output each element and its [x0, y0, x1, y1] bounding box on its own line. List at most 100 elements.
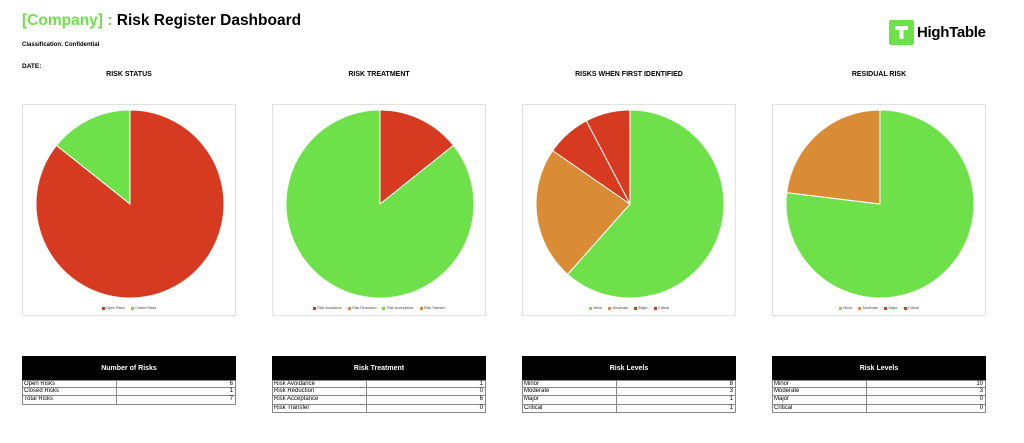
legend-swatch [838, 306, 842, 310]
table-cell-label: Risk Reduction [273, 388, 367, 396]
legend-swatch [608, 306, 612, 310]
table-row: Closed Risks 1 [22, 388, 236, 397]
table-row: Critical 0 [772, 404, 986, 413]
summary-table-risk-levels: Risk Levels Minor 10 Moderate 3 Major 0 Critica… [772, 356, 986, 413]
legend-swatch [130, 306, 134, 310]
table-row: Moderate 3 [522, 388, 736, 397]
legend-item-moderate: Moderate [858, 306, 878, 310]
pie-slice-critical [585, 109, 631, 205]
table-row: Major 1 [522, 396, 736, 405]
chart-legend: Minor Moderate Major Critical [773, 306, 985, 310]
pie-chart-risks-when-first-identified: Minor Moderate Major Critical [522, 104, 736, 316]
table-cell-value: 0 [979, 404, 983, 411]
pie-chart-residual-risk: Minor Moderate Major Critical [772, 104, 986, 316]
legend-label: Risk Avoidance [317, 306, 342, 310]
legend-label: Major [888, 306, 898, 310]
table-cell-label: Total Risks [23, 396, 117, 404]
legend-label: Moderate [862, 306, 879, 310]
legend-label: Risk Reduction [352, 306, 377, 310]
table-cell-value: 7 [229, 396, 233, 403]
chart-title: RESIDUAL RISK [851, 71, 907, 78]
table-header: Risk Levels [772, 356, 986, 380]
legend-item-major: Major [884, 306, 898, 310]
table-cell-label: Risk Avoidance [273, 381, 367, 388]
table-cell-value: 1 [729, 396, 733, 403]
legend-label: Open Risks [106, 306, 125, 310]
pie-svg [285, 109, 475, 299]
legend-item-risk-avoidance: Risk Avoidance [312, 306, 342, 310]
date-label: DATE: [22, 63, 42, 70]
legend-swatch [347, 306, 351, 310]
table-row: Minor 10 [772, 380, 986, 389]
pie-slice-minor [566, 109, 725, 299]
classification-label: Classification: Confidential [22, 42, 100, 48]
table-row: Risk Avoidance 1 [272, 380, 486, 389]
chart-legend: Risk Avoidance Risk Reduction Risk Accepta… [273, 306, 485, 310]
pie-slice-risk-acceptance [285, 109, 475, 299]
table-header: Risk Treatment [272, 356, 486, 380]
table-cell-value: 6 [229, 381, 233, 387]
table-cell-value: 10 [976, 381, 983, 387]
table-cell-label: Closed Risks [23, 388, 117, 396]
legend-label: Risk Transfer [424, 306, 446, 310]
pie-chart-risk-treatment: Risk Avoidance Risk Reduction Risk Accepta… [272, 104, 486, 316]
table-row: Critical 1 [522, 404, 736, 413]
pie-chart-risk-status: Open Risks Closed Risks [22, 104, 236, 316]
legend-item-risk-reduction: Risk Reduction [347, 306, 377, 310]
legend-swatch [858, 306, 862, 310]
chart-legend: Minor Moderate Major Critical [523, 306, 735, 310]
pie-slice-closed-risks [55, 109, 131, 206]
logo-icon [889, 20, 914, 45]
table-cell-label: Minor [773, 381, 867, 388]
legend-label: Critical [658, 306, 670, 310]
table-cell-value: 0 [479, 388, 483, 395]
legend-item-moderate: Moderate [608, 306, 628, 310]
legend-label: Major [638, 306, 648, 310]
legend-item-minor: Minor [588, 306, 602, 310]
table-cell-value: 1 [229, 388, 233, 395]
dashboard-title: Risk Register Dashboard [116, 12, 302, 29]
legend-swatch [382, 306, 386, 310]
table-row: Risk Acceptance 6 [272, 396, 486, 405]
table-cell-value: 3 [979, 388, 983, 395]
summary-table-number-of-risks: Number of Risks Open Risks 6 Closed Risks 1 T… [22, 356, 236, 405]
pie-slice-moderate [786, 109, 881, 205]
table-row: Risk Reduction 0 [272, 388, 486, 397]
table-cell-label: Risk Acceptance [273, 396, 367, 404]
table-cell-value: 1 [729, 404, 733, 411]
legend-item-risk-acceptance: Risk Acceptance [382, 306, 414, 310]
table-cell-label: Minor [523, 381, 617, 388]
table-row: Minor 8 [522, 380, 736, 389]
chart-title: RISK TREATMENT [348, 71, 410, 78]
pie-svg [35, 109, 225, 299]
legend-swatch [884, 306, 888, 310]
legend-label: Risk Acceptance [386, 306, 414, 310]
pie-slice-minor [785, 109, 975, 299]
page-title: [Company] : Risk Register Dashboard [22, 12, 301, 30]
legend-item-major: Major [634, 306, 648, 310]
legend-swatch [653, 306, 657, 310]
table-cell-label: Moderate [773, 388, 867, 396]
legend-label: Minor [843, 306, 853, 310]
table-row: Total Risks 7 [22, 396, 236, 405]
company-name: [Company] [22, 12, 103, 29]
chart-legend: Open Risks Closed Risks [23, 306, 235, 310]
table-cell-label: Critical [523, 404, 617, 412]
hightable-logo: HighTable [889, 20, 986, 45]
pie-slice-risk-avoidance [379, 109, 455, 206]
table-row: Moderate 3 [772, 388, 986, 397]
legend-swatch [312, 306, 316, 310]
legend-item-open-risks: Open Risks [101, 306, 125, 310]
pie-svg [535, 109, 725, 299]
table-row: Major 0 [772, 396, 986, 405]
chart-title: RISKS WHEN FIRST IDENTIFIED [575, 71, 683, 78]
pie-svg [785, 109, 975, 299]
table-cell-value: 0 [979, 396, 983, 403]
table-cell-label: Risk Transfer [273, 404, 367, 412]
legend-swatch [634, 306, 638, 310]
legend-swatch [419, 306, 423, 310]
legend-swatch [903, 306, 907, 310]
summary-table-risk-levels: Risk Levels Minor 8 Moderate 3 Major 1 Critical… [522, 356, 736, 413]
table-cell-value: 8 [729, 381, 733, 387]
legend-swatch [101, 306, 105, 310]
